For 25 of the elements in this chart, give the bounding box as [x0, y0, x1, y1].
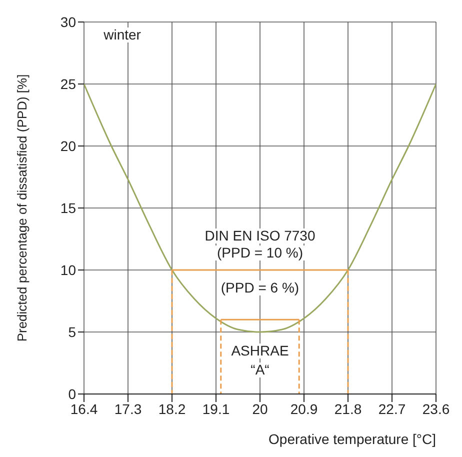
x-tick-label: 19.1 [202, 400, 230, 417]
y-tick-label: 30 [60, 14, 76, 30]
line-series [84, 83, 436, 333]
x-tick-label: 17.3 [114, 400, 142, 417]
y-axis-title: Predicted percentage of dissatisfied (PPD) [%] [14, 74, 30, 342]
annotation: (PPD = 10 %) [215, 244, 305, 260]
x-axis-title: Operative temperature [°C] [268, 431, 436, 447]
x-tick-label: 22.7 [378, 400, 406, 417]
y-tick-label: 0 [68, 386, 76, 402]
annotation: DIN EN ISO 7730 [202, 227, 318, 244]
y-tick-label: 10 [60, 262, 76, 278]
y-tick-label: 20 [60, 138, 76, 154]
annotation: (PPD = 6 %) [218, 279, 302, 296]
annotation: “A“ [248, 361, 272, 378]
x-tick-label: 20.9 [290, 400, 318, 417]
x-tick-label: 23.6 [422, 400, 450, 417]
x-tick-label: 18.2 [158, 400, 186, 417]
annotation: ASHRAE [229, 342, 291, 359]
x-tick-label: 21.8 [334, 400, 362, 417]
annotation: winter [102, 26, 143, 43]
y-tick-label: 25 [60, 76, 76, 92]
y-tick-label: 5 [68, 324, 76, 340]
x-tick-label: 16.4 [70, 400, 98, 417]
x-tick-label: 20 [252, 400, 268, 417]
y-tick-label: 15 [60, 200, 76, 216]
